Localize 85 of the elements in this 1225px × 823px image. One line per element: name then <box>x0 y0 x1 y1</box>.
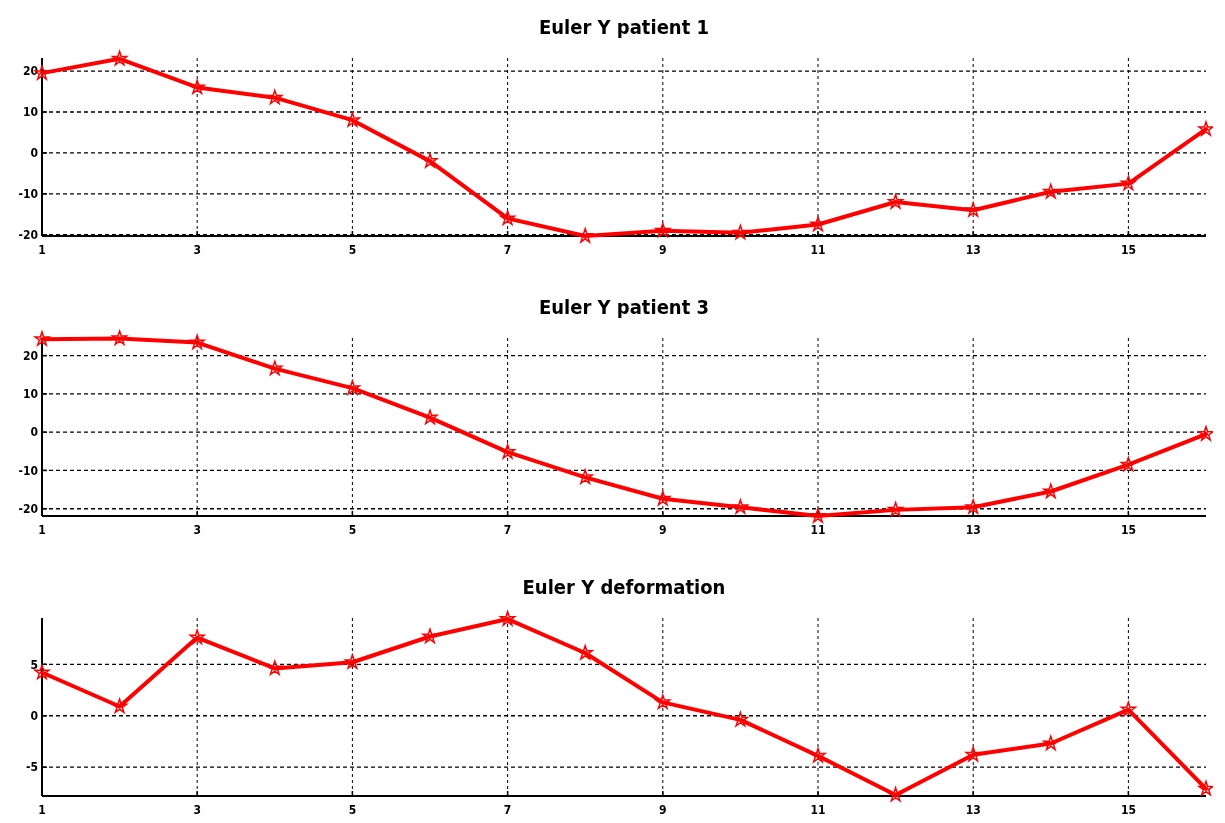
y-tick-label: 20 <box>22 348 38 363</box>
y-tick-label: -10 <box>18 187 38 202</box>
point <box>887 193 904 209</box>
y-tick-label: -20 <box>18 501 38 516</box>
y-tick-label: -20 <box>18 227 38 242</box>
y-tick-label: 10 <box>22 105 38 120</box>
chart-title: Euler Y patient 1 <box>538 15 710 39</box>
point <box>1198 780 1213 796</box>
point <box>965 499 981 514</box>
point <box>887 501 904 517</box>
x-tick-label: 9 <box>659 243 667 257</box>
chart-title: Euler Y patient 3 <box>538 295 710 319</box>
x-tick-label: 1 <box>38 523 46 537</box>
point <box>422 628 438 644</box>
x-tick-label: 11 <box>810 803 826 817</box>
point <box>732 711 749 727</box>
point <box>344 112 361 127</box>
point <box>732 224 749 240</box>
x-tick-label: 3 <box>193 243 201 257</box>
x-tick-label: 9 <box>659 803 667 817</box>
point <box>189 629 205 645</box>
point <box>499 210 516 226</box>
point <box>965 746 981 762</box>
point <box>810 216 826 232</box>
x-tick-label: 13 <box>965 243 981 257</box>
x-tick-label: 7 <box>503 523 512 537</box>
point <box>422 153 438 168</box>
x-tick-label: 15 <box>1120 523 1136 537</box>
point <box>1043 483 1059 499</box>
point <box>189 79 205 95</box>
x-tick-label: 15 <box>1120 243 1136 257</box>
x-tick-label: 1 <box>38 803 46 817</box>
x-tick-label: 11 <box>810 243 826 257</box>
x-tick-label: 3 <box>193 803 201 817</box>
point <box>1043 735 1059 751</box>
point <box>189 334 205 350</box>
point <box>267 660 283 676</box>
point <box>655 694 671 710</box>
y-tick-label: 10 <box>22 387 38 402</box>
x-tick-label: 13 <box>965 523 981 537</box>
point <box>810 747 826 763</box>
y-tick-label: -10 <box>18 463 38 478</box>
point <box>655 490 671 506</box>
point <box>111 330 128 346</box>
point <box>344 380 361 395</box>
y-tick-label: 0 <box>30 425 38 440</box>
x-tick-label: 5 <box>348 803 357 817</box>
point <box>577 227 593 243</box>
point <box>1198 121 1213 136</box>
point <box>965 202 981 217</box>
point <box>887 786 904 802</box>
chart-title: Euler Y deformation <box>522 575 726 599</box>
x-tick-label: 11 <box>810 523 826 537</box>
point <box>1120 456 1137 472</box>
x-tick-label: 15 <box>1120 803 1136 817</box>
x-tick-label: 3 <box>193 523 201 537</box>
point <box>810 507 826 523</box>
x-tick-label: 7 <box>503 243 512 257</box>
point <box>655 222 671 238</box>
x-tick-label: 13 <box>965 803 981 817</box>
point <box>267 360 283 376</box>
point <box>34 331 50 346</box>
point <box>1043 183 1059 199</box>
point <box>577 469 593 484</box>
point <box>111 50 128 66</box>
point <box>1120 701 1137 717</box>
point <box>111 698 128 714</box>
point <box>499 444 516 459</box>
x-tick-label: 5 <box>348 243 357 257</box>
point <box>499 610 516 626</box>
x-tick-label: 5 <box>348 523 357 537</box>
y-tick-label: 20 <box>22 64 38 79</box>
point <box>267 89 283 105</box>
point <box>577 644 593 660</box>
y-tick-label: -5 <box>26 760 38 775</box>
point <box>422 409 438 425</box>
x-tick-label: 7 <box>503 803 512 817</box>
x-tick-label: 9 <box>659 523 667 537</box>
y-tick-label: 0 <box>30 146 38 161</box>
x-tick-label: 1 <box>38 243 46 257</box>
point <box>1120 175 1137 191</box>
y-tick-label: 5 <box>30 657 38 672</box>
y-tick-label: 0 <box>30 708 38 723</box>
point <box>732 499 749 514</box>
point <box>1198 426 1213 441</box>
